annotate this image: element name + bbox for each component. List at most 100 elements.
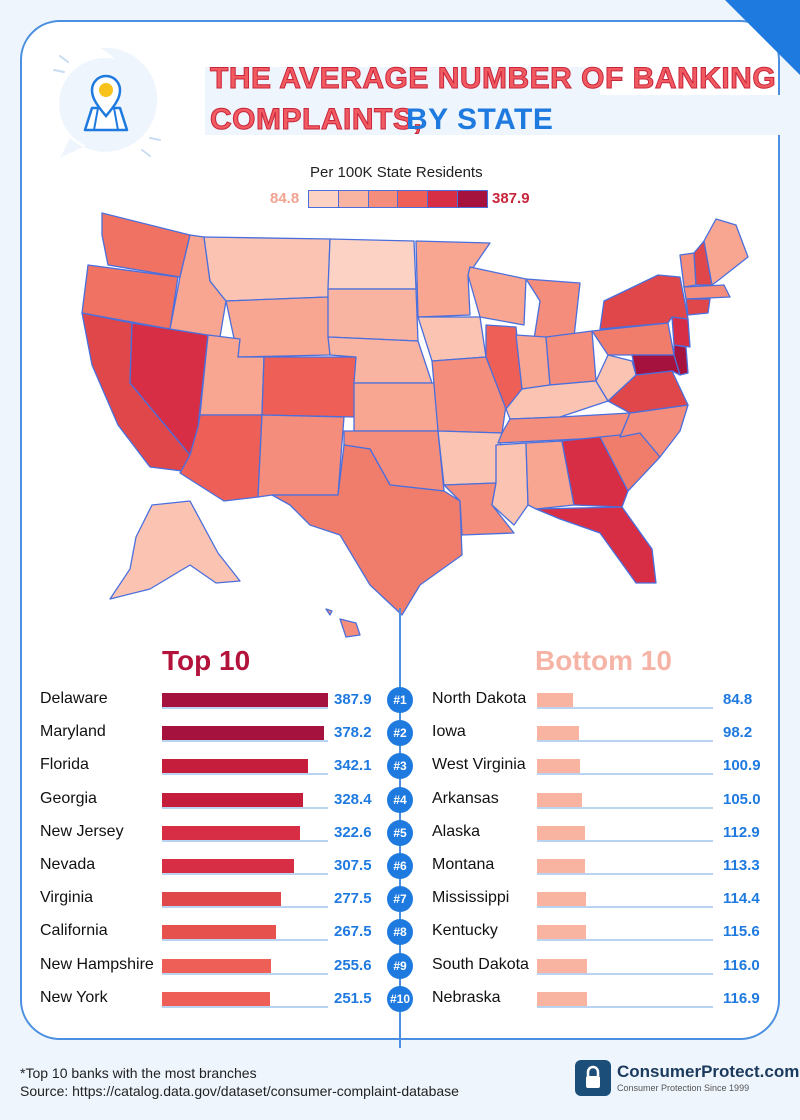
rank-badge: #9 (387, 952, 413, 979)
bottom-bar-track (537, 958, 713, 975)
rank-badge: #10 (387, 985, 413, 1012)
bottom-bar-track (537, 925, 713, 942)
legend-min-label: 84.8 (270, 190, 300, 207)
bottom-bar-track (537, 693, 713, 709)
us-choropleth-map (81, 212, 749, 638)
bottom-bar (537, 726, 580, 741)
state-maine (703, 218, 749, 286)
state-ohio (545, 330, 597, 386)
state-colorado (261, 356, 357, 418)
bottom-value-label: 100.9 (723, 757, 761, 775)
top-state-name: New Hampshire (40, 955, 154, 973)
state-new-mexico (257, 414, 345, 498)
rank-badge: #2 (387, 720, 413, 747)
rank-badge: #6 (387, 853, 413, 879)
top-bar-track (162, 693, 328, 709)
bottom-value-label: 116.0 (723, 956, 760, 974)
top-bar (162, 925, 277, 940)
state-washington (101, 212, 191, 278)
state-south-dakota (327, 288, 419, 342)
bottom-bar-track (537, 825, 713, 842)
top-value-label: 251.5 (334, 989, 372, 1007)
top-bar-track (162, 892, 328, 909)
top-value-label: 277.5 (334, 890, 372, 908)
corner-accent (725, 0, 800, 75)
bottom-bar-track (537, 792, 713, 809)
bottom-bar (537, 825, 586, 840)
state-new-york (599, 274, 689, 330)
bottom-state-name: Alaska (432, 822, 481, 840)
rank-badge: #5 (387, 819, 413, 846)
rank-badge: #1 (387, 687, 413, 713)
logo-tagline: Consumer Protection Since 1999 (617, 1083, 750, 1093)
bottom-state-name: Kentucky (432, 922, 498, 940)
legend-swatch (368, 191, 399, 207)
state-alabama (525, 440, 575, 510)
state-michigan (525, 278, 581, 340)
state-maryland (631, 354, 681, 376)
state-missouri (431, 356, 507, 434)
bottom-state-name: Montana (432, 856, 495, 873)
rank-badge: #7 (387, 886, 413, 913)
top-value-label: 267.5 (334, 923, 372, 941)
top-bar (162, 991, 270, 1006)
state-massachusetts (683, 284, 731, 300)
state-hawaii (325, 608, 361, 638)
state-new-jersey (671, 316, 691, 348)
top-bar-track (162, 726, 328, 743)
bottom-bar (537, 792, 582, 807)
state-georgia (561, 436, 629, 508)
bottom-value-label: 115.6 (723, 923, 760, 941)
bottom-bar (537, 892, 586, 907)
top-state-name: Virginia (40, 889, 94, 907)
top-bar-track (162, 792, 328, 809)
legend-title: Per 100K State Residents (310, 164, 483, 181)
state-florida (535, 506, 657, 584)
bottom-value-label: 116.9 (723, 989, 760, 1007)
state-kansas (353, 382, 439, 432)
bottom-state-name: Mississippi (432, 889, 510, 907)
legend-swatch (398, 191, 429, 207)
state-north-dakota (327, 238, 417, 290)
rank-badge: #8 (387, 919, 413, 946)
state-vermont (679, 252, 697, 288)
bottom-state-name: South Dakota (432, 955, 529, 973)
top-bar (162, 726, 324, 741)
top-bar (162, 759, 309, 774)
top-bar-track (162, 825, 328, 842)
bottom-value-label: 114.4 (723, 890, 760, 908)
bottom-value-label: 84.8 (723, 691, 753, 708)
bottom-bar-track (537, 859, 713, 875)
legend-swatch (309, 191, 339, 207)
bottom-bar-track (537, 726, 713, 743)
legend-swatch (428, 191, 459, 207)
top-bar-track (162, 925, 328, 942)
state-alaska (109, 500, 241, 600)
state-indiana (515, 334, 551, 390)
top-state-name: Nevada (40, 856, 96, 873)
lock-icon (575, 1060, 611, 1096)
state-connecticut (685, 298, 711, 316)
bottom-state-name: North Dakota (432, 690, 527, 707)
top-state-name: New York (40, 988, 108, 1006)
top-bar (162, 825, 301, 840)
top-bar (162, 892, 281, 907)
top-bar-track (162, 991, 328, 1008)
bottom-bar-track (537, 892, 713, 909)
title-highlight (205, 67, 600, 97)
state-texas (271, 444, 463, 616)
top-bar (162, 859, 294, 873)
page-title-line2: BY STATE (406, 103, 554, 136)
state-minnesota (415, 240, 491, 318)
bottom-state-name: Nebraska (432, 988, 501, 1006)
footnote: *Top 10 banks with the most branches (20, 1065, 257, 1081)
bottom-value-label: 112.9 (723, 823, 760, 841)
top-bar (162, 693, 328, 707)
top-state-name: Georgia (40, 789, 97, 807)
bottom-bar (537, 991, 588, 1006)
top-bar-track (162, 859, 328, 875)
location-pin-icon (53, 47, 161, 158)
legend-swatch (338, 191, 369, 207)
bottom-state-name: West Virginia (432, 756, 526, 774)
top-state-name: Maryland (40, 723, 106, 741)
